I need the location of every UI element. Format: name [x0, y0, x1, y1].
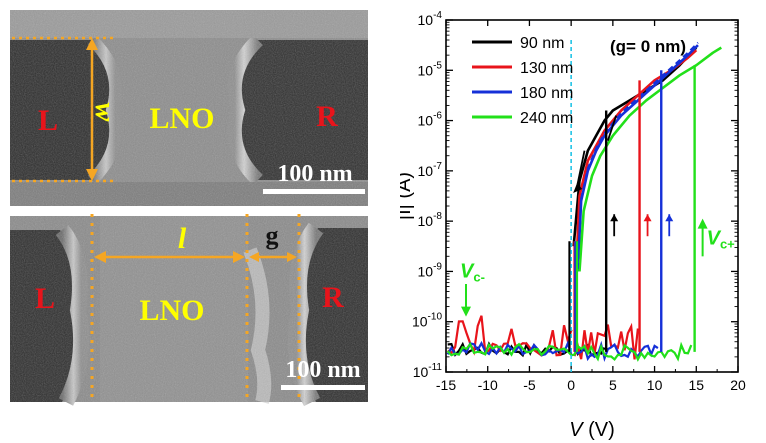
y-tick-label: 10-7	[418, 161, 443, 179]
noise-trace-240-nm	[446, 342, 576, 357]
noise-trace-130-nm	[447, 315, 573, 357]
bottom-gap-label: g	[266, 221, 279, 250]
iv-chart: -15 -10 -5 0 5 10 15 20 10-11 10-10 10-9 10-8 10-7 10…	[400, 10, 746, 441]
x-tick-label: 15	[688, 377, 704, 393]
x-tick-label: 5	[609, 377, 617, 393]
bottom-right-electrode-label: R	[322, 281, 344, 314]
sem-top-panel: L LNO R w 100 nm	[10, 10, 368, 206]
iv-curve-240-nm	[578, 46, 722, 272]
bottom-scale-bar	[281, 385, 365, 390]
bottom-left-electrode-label: L	[35, 282, 55, 315]
bottom-scale-bar-label: 100 nm	[285, 357, 360, 383]
x-tick-label: 10	[647, 377, 663, 393]
return-arrow-head	[573, 182, 583, 193]
y-tick-label: 10-9	[418, 261, 443, 279]
width-dimension-label: w	[89, 103, 120, 122]
sweep-arrow-180-head	[665, 214, 674, 222]
y-tick-label: 10-8	[418, 211, 443, 229]
sweep-arrow-130-head	[643, 214, 652, 222]
forward-arrow	[606, 115, 618, 141]
floor-trace-240-nm	[573, 341, 693, 362]
y-tick-label: 10-10	[412, 312, 442, 330]
legend-label-1: 130 nm	[520, 60, 573, 77]
x-tick-label: -5	[523, 377, 536, 393]
bottom-lno-label: LNO	[139, 294, 204, 327]
vc-minus-label: Vc-	[460, 260, 485, 284]
top-left-electrode-label: L	[38, 104, 58, 137]
sem-image-panels: L LNO R w 100 nm l g L LNO	[10, 10, 368, 407]
top-scale-bar	[263, 189, 365, 194]
sweep-arrow-90-head	[610, 214, 619, 222]
y-tick-label: 10-4	[418, 10, 443, 28]
bottom-length-label: l	[178, 222, 187, 255]
x-axis-label: V (V)	[569, 419, 615, 441]
legend-label-3: 240 nm	[520, 110, 573, 127]
floor-trace-180-nm	[573, 340, 659, 363]
sem-bottom-panel: l g L LNO R 100 nm	[10, 214, 368, 407]
vc-minus-arrow-head	[461, 306, 471, 317]
gap-annotation: (g= 0 nm)	[610, 37, 686, 56]
top-lno-label: LNO	[149, 102, 214, 135]
legend-label-0: 90 nm	[520, 35, 564, 52]
y-tick-label: 10-5	[418, 60, 443, 78]
iv-curve-180-nm	[576, 44, 699, 272]
top-scale-bar-label: 100 nm	[277, 161, 352, 187]
x-tick-label: -15	[436, 377, 456, 393]
y-tick-label: 10-11	[413, 362, 443, 380]
y-axis-label: |I| (A)	[400, 172, 415, 220]
x-tick-label: 20	[730, 377, 746, 393]
x-tick-label: -10	[478, 377, 498, 393]
top-right-electrode-label: R	[316, 100, 338, 133]
iv-curve-90-nm	[572, 46, 698, 247]
vc-plus-arrow-head	[697, 218, 708, 229]
y-tick-label: 10-6	[418, 111, 443, 129]
legend-label-2: 180 nm	[520, 85, 573, 102]
x-tick-label: 0	[567, 377, 575, 393]
iv-dashed-overlay	[576, 41, 699, 269]
vc-plus-label: Vc+	[707, 228, 736, 252]
iv-curve-130-nm	[574, 49, 698, 272]
